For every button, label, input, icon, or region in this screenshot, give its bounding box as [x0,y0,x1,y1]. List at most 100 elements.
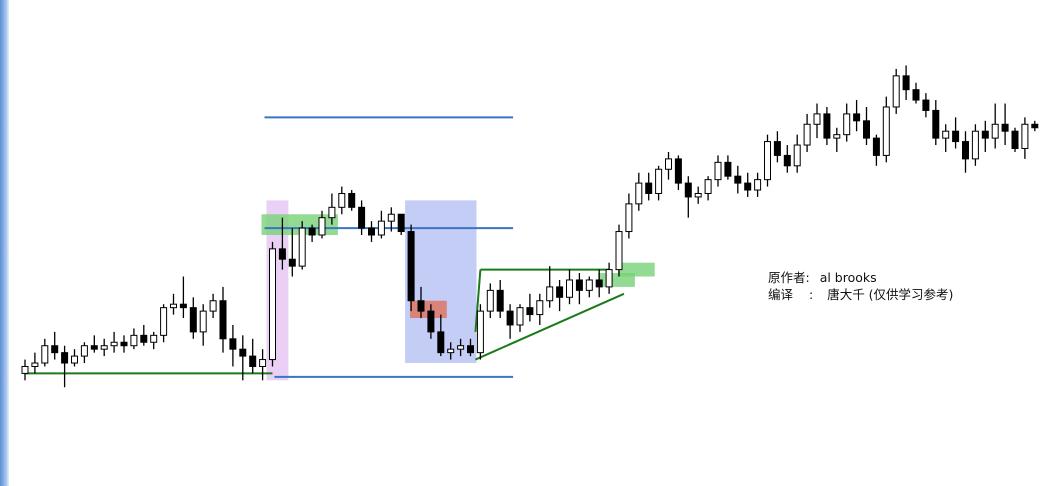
candle-body [575,279,583,291]
candle [615,224,623,277]
translator-separator: : [809,287,814,302]
candle-body [269,248,276,361]
candle [130,328,138,350]
candle-body [773,141,781,156]
candle [328,193,336,225]
candle [813,103,821,139]
candle [90,335,98,353]
candle-body [41,345,49,364]
candle [51,331,59,360]
candle-body [21,365,29,374]
candle [21,359,29,381]
candle-body [991,123,999,139]
candle-body [486,289,494,312]
candle-body [853,113,861,122]
candle [912,82,920,104]
candle-body [229,338,237,350]
candle [160,304,168,343]
credits-block: 原作者: al brooks 编译 : 唐大千 (仅供学习参考) [768,269,953,303]
candle-body [863,120,870,139]
candle [971,124,979,166]
candle [744,172,752,197]
candle [595,269,603,298]
candle-body [704,179,712,194]
candle-body [457,345,465,350]
candle [853,100,861,132]
candle [278,217,286,270]
candle [674,155,682,191]
candle-body [803,123,811,146]
candle [170,293,177,315]
candle [1011,127,1019,152]
candle-body [328,206,336,219]
candle-body [348,192,356,208]
candle-body [665,158,672,170]
candle-body [130,334,138,347]
author-label: 原作者: [768,270,810,285]
candle [872,134,880,166]
candle-body [407,231,415,302]
candle [952,117,960,149]
candle [882,96,890,163]
candle-body [298,227,306,267]
candle [625,193,633,239]
candle [140,324,148,346]
candle [783,145,791,173]
candle [189,297,197,339]
candle [259,349,267,381]
candle [833,127,841,152]
candle-body [160,307,168,336]
candle-body [1031,123,1039,129]
author-row: 原作者: al brooks [768,269,953,286]
candle [229,324,237,367]
candle-body [823,113,831,139]
candle-body [1011,130,1019,149]
candle [318,210,326,239]
candle [427,304,435,339]
candle-body [694,192,702,198]
candle [734,165,742,194]
candle-body [635,182,643,205]
candle-body [476,310,484,354]
candle [645,172,653,201]
candle [1001,103,1009,146]
candle-body [249,355,257,367]
candle-body [90,345,98,350]
candle [407,224,415,312]
candle-body [199,310,207,333]
candle-body [892,75,900,108]
translator-name: 唐大千 (仅供学习参考) [827,287,954,302]
candle [684,176,692,218]
candle-body [872,137,880,156]
candle [80,342,88,364]
candle-body [615,231,623,271]
candle-body [318,217,326,236]
candle [71,349,78,367]
candle [288,228,296,277]
candle [110,331,118,353]
candle [506,304,514,339]
candle [447,342,455,360]
candle-body [358,206,366,229]
candle-body [585,279,593,291]
candle [397,213,405,235]
candle-body [605,269,613,288]
candle [496,279,504,319]
candle [635,172,643,211]
candle-body [833,134,841,139]
candle-body [922,99,930,111]
candle-body [902,75,910,91]
candle [773,131,781,163]
candle-body [971,130,979,160]
candle [1021,117,1029,159]
candle [981,120,989,152]
candle-body [1001,123,1009,132]
candle-body [368,227,375,236]
candle-body [645,182,653,194]
candle [863,106,870,146]
candle-body [744,182,752,191]
candle-body [170,303,177,309]
candle [764,134,771,187]
